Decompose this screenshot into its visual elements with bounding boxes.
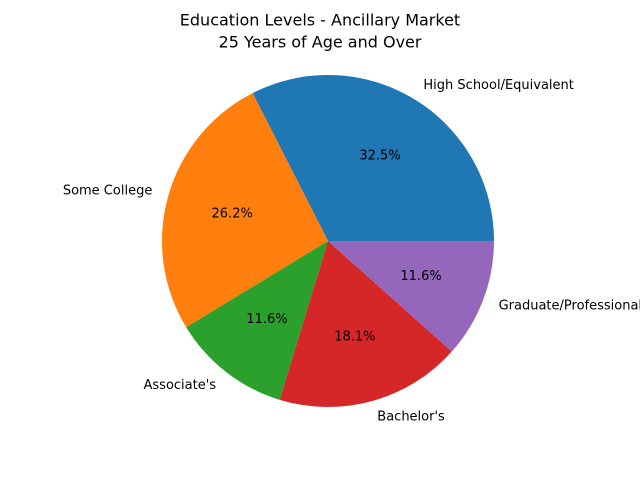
slice-label: Associate's — [144, 378, 217, 393]
value-label: 11.6% — [400, 269, 441, 284]
pie-slice — [161, 93, 328, 328]
pie-slice — [252, 75, 494, 241]
slice-label: Bachelor's — [377, 409, 445, 424]
value-label: 18.1% — [334, 329, 375, 344]
slice-label: Some College — [63, 184, 153, 199]
chart-title: Education Levels - Ancillary Market — [180, 11, 460, 30]
slice-label: Graduate/Professional — [499, 299, 640, 314]
value-label: 32.5% — [359, 149, 400, 164]
chart-subtitle: 25 Years of Age and Over — [219, 33, 422, 52]
value-label: 11.6% — [246, 312, 287, 327]
pie-slice — [186, 241, 328, 400]
pie-slice — [279, 241, 452, 407]
slice-label: High School/Equivalent — [423, 78, 573, 93]
pie-slice — [328, 241, 494, 352]
value-label: 26.2% — [212, 206, 253, 221]
